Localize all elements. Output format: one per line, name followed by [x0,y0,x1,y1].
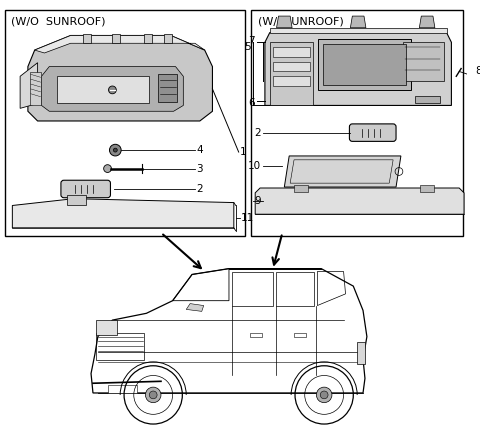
Bar [96,320,117,335]
Polygon shape [186,304,204,311]
Bar [323,44,406,85]
Text: 2: 2 [196,184,203,194]
Bar [403,42,444,81]
Circle shape [108,86,116,94]
Bar [57,76,149,103]
Bar [294,185,308,192]
Bar [144,34,152,43]
Bar [5,10,245,236]
Bar [252,10,463,236]
Polygon shape [28,36,213,121]
Polygon shape [276,16,292,28]
Bar [164,34,172,43]
Bar [96,333,144,360]
Text: 6: 6 [249,99,255,108]
Bar [294,333,306,337]
Circle shape [316,387,332,403]
Bar [270,42,313,105]
Text: 9: 9 [254,196,261,206]
Circle shape [104,165,111,172]
Polygon shape [284,156,401,187]
FancyBboxPatch shape [61,180,110,198]
Circle shape [145,387,161,403]
Bar [112,34,120,43]
Bar [273,62,310,71]
Bar [83,34,91,43]
Bar [273,47,310,57]
Text: 3: 3 [196,163,203,174]
Bar [420,185,434,192]
Polygon shape [35,36,204,53]
Polygon shape [255,188,464,214]
Text: 8: 8 [476,67,480,76]
Bar [67,195,86,205]
Text: 1: 1 [240,147,246,157]
Text: 7: 7 [249,36,255,46]
Polygon shape [270,28,446,32]
Circle shape [109,144,121,156]
Polygon shape [12,198,234,228]
Text: (W/  SUNROOF): (W/ SUNROOF) [258,17,344,27]
Circle shape [113,148,117,152]
Polygon shape [30,72,41,105]
Polygon shape [20,63,37,108]
Bar [273,76,310,86]
Text: 4: 4 [196,145,203,155]
Polygon shape [350,16,366,28]
Text: 10: 10 [248,161,261,170]
Text: (W/O  SUNROOF): (W/O SUNROOF) [12,17,106,27]
Bar [357,342,365,364]
FancyBboxPatch shape [349,124,396,141]
Bar [108,385,137,393]
Text: 5: 5 [245,42,252,52]
Text: 2: 2 [254,127,261,138]
Text: 11: 11 [240,213,254,223]
Circle shape [320,391,328,399]
Polygon shape [420,16,435,28]
Bar [158,74,178,102]
Bar [318,40,410,90]
Circle shape [149,391,157,399]
Polygon shape [265,32,451,105]
Bar [416,96,440,103]
Bar [251,333,262,337]
Polygon shape [41,67,183,111]
